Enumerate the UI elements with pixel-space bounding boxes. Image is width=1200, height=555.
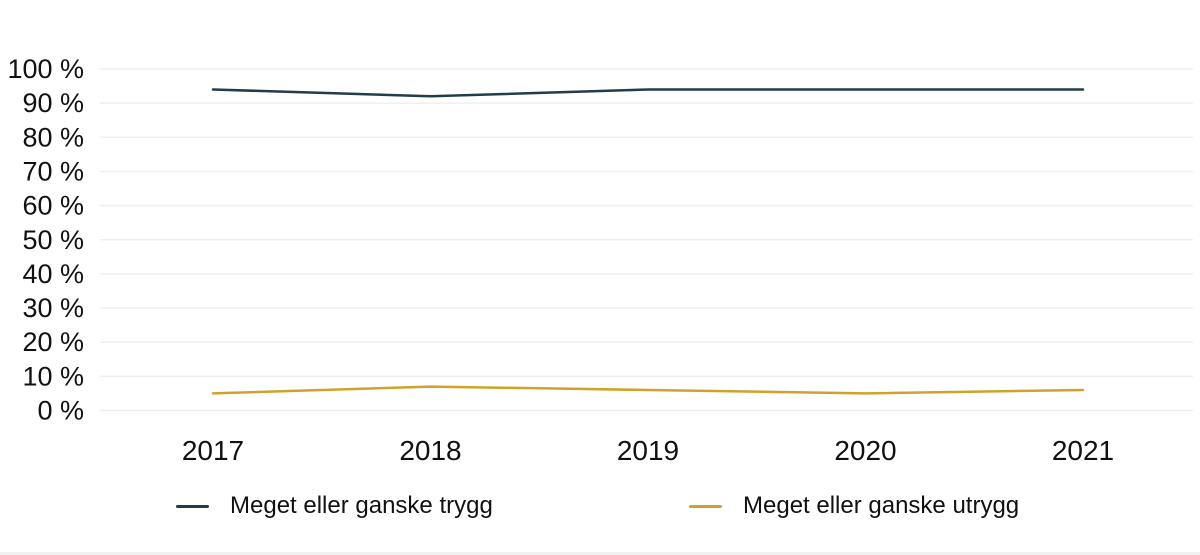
legend-item-trygg: Meget eller ganske trygg: [176, 489, 493, 523]
y-axis-tick-label: 30 %: [22, 293, 84, 323]
x-axis-tick-label: 2021: [1052, 435, 1114, 466]
legend-label-utrygg: Meget eller ganske utrygg: [743, 492, 1020, 519]
figure-bottom-divider: [0, 552, 1200, 555]
legend-line-swatch-utrygg: [689, 504, 722, 508]
y-axis-tick-label: 70 %: [22, 156, 84, 186]
x-axis-tick-label: 2017: [182, 435, 244, 466]
series-line-0: [211, 88, 1085, 98]
x-axis-tick-label: 2018: [399, 435, 461, 466]
chart-plot-area: 0 % 10 % 20 % 30 % 40 % 50 % 60 % 70 % 80 % 90 % 1…: [7, 54, 1193, 466]
legend-line-swatch-trygg: [176, 504, 209, 508]
x-axis-tick-label: 2019: [617, 435, 679, 466]
y-axis-tick-label: 90 %: [22, 88, 84, 118]
y-axis-tick-label: 0 %: [37, 396, 84, 426]
y-axis-tick-label: 20 %: [22, 327, 84, 357]
y-axis-tick-label: 10 %: [22, 361, 84, 391]
y-axis-tick-label: 50 %: [22, 225, 84, 255]
legend-item-utrygg: Meget eller ganske utrygg: [689, 489, 1019, 523]
y-axis-tick-label: 80 %: [22, 122, 84, 152]
x-axis-tick-label: 2020: [834, 435, 896, 466]
y-axis-tick-label: 60 %: [22, 191, 84, 221]
y-axis-tick-label: 40 %: [22, 259, 84, 289]
chart-legend: Meget eller ganske trygg Meget eller gan…: [0, 489, 1200, 523]
legend-label-trygg: Meget eller ganske trygg: [230, 492, 493, 519]
y-axis-tick-label: 100 %: [7, 54, 84, 84]
series-line-1: [211, 385, 1085, 395]
